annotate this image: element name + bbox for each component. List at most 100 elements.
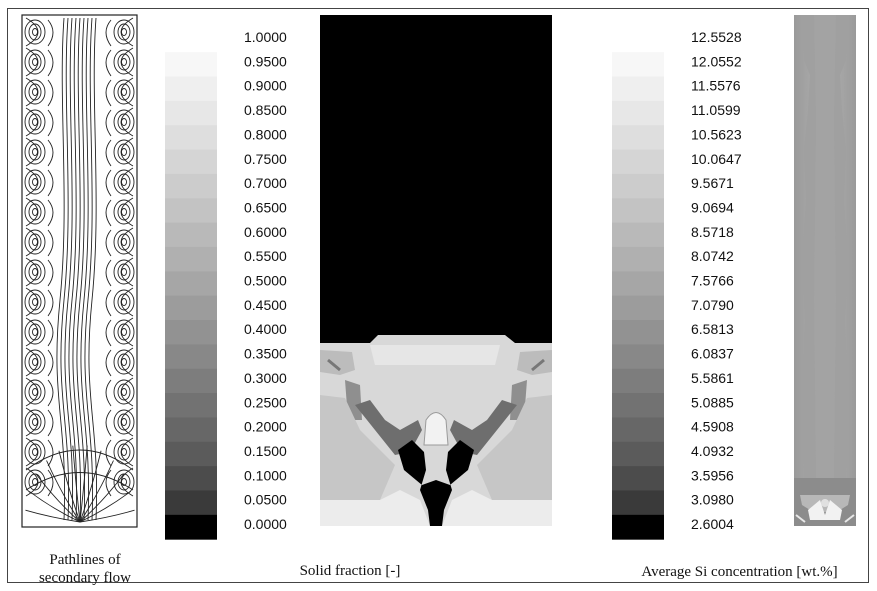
solid-fraction-legend-swatch xyxy=(165,441,217,467)
si-concentration-legend-swatch xyxy=(612,100,664,126)
pathline xyxy=(120,347,134,377)
vortex-cell xyxy=(32,28,38,36)
vortex-cell xyxy=(113,379,135,405)
solid-fraction-legend: 1.0000 0.9500 0.9000 0.8500 0.8000 0.7500 0.70… xyxy=(165,29,287,540)
vortex-cell xyxy=(32,478,38,486)
pathline xyxy=(105,139,112,167)
vortex-cell xyxy=(32,298,38,306)
pathline xyxy=(47,349,54,377)
si-concentration-legend-swatch xyxy=(612,295,664,321)
pathline xyxy=(47,439,54,467)
pathline xyxy=(36,474,81,523)
si-concentration-legend-label: 5.5861 xyxy=(691,370,734,386)
vortex-cell xyxy=(28,443,42,461)
vortex-cell xyxy=(28,233,42,251)
pathline xyxy=(105,439,112,467)
solid-fraction-legend-swatch xyxy=(165,246,217,272)
vortex-cell xyxy=(32,148,38,156)
pathline xyxy=(47,259,54,287)
pathline xyxy=(79,509,135,523)
pathlines-caption-line2: secondary flow xyxy=(38,570,132,586)
pathline xyxy=(120,437,134,467)
vortex-cell xyxy=(32,388,38,396)
vortex-cell xyxy=(24,469,46,495)
si-concentration-legend-label: 6.5813 xyxy=(691,321,734,337)
pathline xyxy=(25,17,39,47)
vortex-cell xyxy=(121,448,127,456)
vortex-cell xyxy=(117,383,131,401)
si-concentration-legend-swatch xyxy=(612,76,664,102)
solid-fraction-legend-swatch xyxy=(165,490,217,516)
si-concentration-legend-swatch xyxy=(612,417,664,443)
vortex-cell xyxy=(32,418,38,426)
si-concentration-legend-swatch xyxy=(612,514,664,540)
vortex-cell xyxy=(32,238,38,246)
vortex-cell xyxy=(121,478,127,486)
pathline xyxy=(47,139,54,167)
pathline xyxy=(105,289,112,317)
pathline xyxy=(120,287,134,317)
pathlines-plot xyxy=(21,14,138,528)
pathline xyxy=(25,472,134,491)
pathline xyxy=(84,17,94,521)
si-concentration-legend-label: 11.5576 xyxy=(691,78,741,94)
vortex-cell xyxy=(117,413,131,431)
si-concentration-legend-swatch xyxy=(612,490,664,516)
solid-fraction-legend-swatch xyxy=(165,466,217,491)
vortex-cell xyxy=(24,139,46,165)
si-concentration-legend-swatch xyxy=(612,466,664,491)
si-concentration-legend-swatch xyxy=(612,368,664,394)
vortex-cell xyxy=(24,199,46,225)
pathline xyxy=(120,467,134,497)
pathline-strokes xyxy=(24,17,135,523)
vortex-cell xyxy=(24,379,46,405)
pathline xyxy=(47,229,54,257)
pathline xyxy=(47,289,54,317)
si-concentration-caption: Average Si concentration [wt.%] xyxy=(641,564,838,580)
pathline xyxy=(25,77,39,107)
solid-fraction-legend-swatch xyxy=(165,52,217,78)
vortex-cell xyxy=(32,268,38,276)
pathline xyxy=(120,407,134,437)
pathline xyxy=(68,17,78,521)
vortex-cell xyxy=(117,443,131,461)
vortex-cell xyxy=(32,208,38,216)
pathline xyxy=(120,107,134,137)
solid-fraction-legend-label: 0.9000 xyxy=(244,78,287,94)
solid-fraction-legend-swatch xyxy=(165,125,217,151)
pathline xyxy=(79,490,132,523)
pathline xyxy=(79,445,88,523)
vortex-cell xyxy=(117,23,131,41)
solid-fraction-legend-label: 0.3000 xyxy=(244,370,287,386)
pathline xyxy=(47,49,54,77)
vortex-cell xyxy=(28,263,42,281)
vortex-cell xyxy=(121,328,127,336)
pathline xyxy=(105,79,112,107)
vortex-cell xyxy=(121,208,127,216)
si-concentration-legend-swatch xyxy=(612,344,664,370)
pathline xyxy=(25,449,134,471)
si-concentration-legend-swatch xyxy=(612,271,664,297)
pathline xyxy=(25,347,39,377)
vortex-cell xyxy=(117,83,131,101)
solid-fraction-legend-label: 0.2000 xyxy=(244,419,287,435)
pathline xyxy=(79,450,102,523)
si-concentration-legend-label: 4.5908 xyxy=(691,419,734,435)
vortex-cell xyxy=(24,319,46,345)
vortex-cell xyxy=(28,83,42,101)
si-concentration-legend-swatch xyxy=(612,393,664,418)
si-concentration-legend-swatch xyxy=(612,125,664,151)
vortex-cell xyxy=(24,409,46,435)
si-concentration-legend-label: 8.0742 xyxy=(691,248,734,264)
pathline xyxy=(47,409,54,437)
solid-fraction-legend-swatch xyxy=(165,198,217,224)
vortex-cell xyxy=(113,349,135,375)
si-concentration-legend-label: 10.0647 xyxy=(691,151,742,167)
pathline xyxy=(120,167,134,197)
solid-fraction-legend-label: 0.6000 xyxy=(244,224,287,240)
si-concentration-legend-label: 12.5528 xyxy=(691,29,742,45)
vortex-cell xyxy=(121,118,127,126)
si-concentration-legend-label: 3.0980 xyxy=(691,492,734,508)
vortex-cell xyxy=(24,49,46,75)
vortex-cell xyxy=(28,323,42,341)
